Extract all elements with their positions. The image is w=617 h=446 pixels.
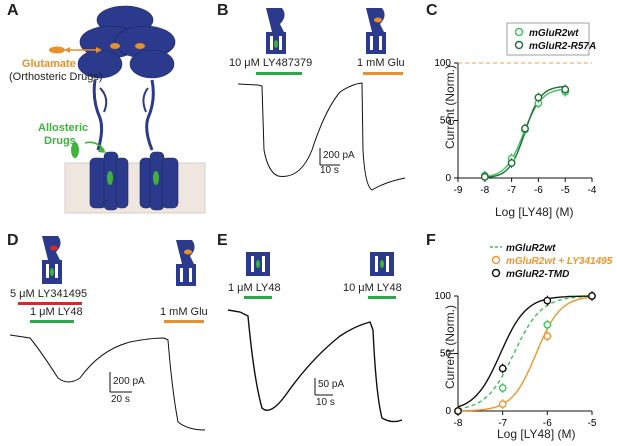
data-point [521,124,529,133]
x-tick-label: -5 [588,418,597,429]
receptor-cartoon-icon [366,8,386,54]
panel-label-c: C [426,2,438,19]
receptor-cartoon-icon [266,8,286,54]
receptor-cartoon-icon [176,240,196,286]
data-point [498,400,507,408]
legend-label: mGluR2-TMD [506,269,569,280]
data-point [588,292,596,300]
drug-bar-b-1 [256,72,302,75]
chart-f-ylabel: Current (Norm.) [443,304,458,390]
drug-label-e-2: 10 μM LY48 [343,282,402,294]
y-tick-label: 50 [440,349,452,360]
data-point [507,159,516,167]
legend-label: mGluR2wt + LY341495 [506,256,613,267]
panel-label-b: B [217,2,229,19]
legend-marker [491,255,501,265]
membrane-slab [64,162,206,214]
data-point [543,332,552,341]
allosteric-title-1: Allosteric [38,122,89,134]
scale-x-e: 10 s [316,397,335,408]
scale-y-e: 50 pA [318,379,345,390]
x-tick-label: -7 [498,418,507,429]
legend-marker [514,40,524,50]
drug-label-b-1: 10 μM LY487379 [229,57,313,69]
x-tick-label: -8 [454,418,463,429]
x-tick-label: -6 [543,418,552,429]
x-tick-label: -4 [588,185,597,196]
data-point [498,384,507,392]
legend-marker [491,268,501,278]
drug-bar-b-2 [363,72,403,75]
x-tick-label: -6 [534,185,543,196]
data-point [454,407,462,415]
data-point [561,85,570,94]
drug-bar-e-2 [368,296,396,299]
drug-label-e-1: 1 μM LY48 [228,282,281,294]
data-point [480,172,489,181]
x-tick-label: -7 [507,185,516,196]
glutamate-subtitle: (Orthosteric Drugs) [9,71,103,83]
x-tick-label: -9 [454,185,463,196]
legend-label: mGluR2wt [506,243,556,254]
fit-curve [458,296,593,412]
drug-bar-d-2 [30,320,74,323]
data-point [534,93,543,102]
legend-box [506,22,590,56]
fit-curve [457,295,593,410]
chart-f-xlabel: Log [LY48] (M) [497,427,576,441]
legend-label: mGluR2-R57A [529,41,596,52]
y-tick-label: 0 [445,406,451,417]
panel-label-f: F [426,232,436,249]
panel-label-a: A [7,2,19,19]
scale-x-b: 10 s [320,165,339,176]
scale-y-b: 200 pA [323,150,355,161]
legend-marker [514,27,524,37]
y-tick-label: 0 [445,173,451,184]
scale-y-d: 200 pA [113,376,145,387]
chart-c-xlabel: Log [LY48] (M) [495,205,574,219]
drug-label-d-2: 1 μM LY48 [30,306,83,318]
receptor-cartoon-icon [246,252,270,276]
x-tick-label: -8 [480,185,489,196]
glutamate-title: Glutamate [22,58,76,70]
data-point [498,364,507,373]
drug-label-d-1: 5 μM LY341495 [10,288,88,300]
drug-label-b-2: 1 mM Glu [357,57,405,69]
drug-bar-d-3 [164,320,204,323]
data-point [543,296,552,305]
panel-label-d: D [7,232,19,249]
allosteric-title-2: Drugs [44,135,76,147]
drug-bar-e-1 [244,296,272,299]
y-tick-label: 100 [434,291,451,302]
fit-curve [457,295,592,408]
glutamate-icon [49,46,65,54]
y-tick-label: 50 [440,116,452,127]
y-tick-label: 100 [434,58,451,69]
receptor-cartoon-icon [370,252,394,276]
data-point [543,320,552,329]
receptor-cartoon-icon [42,236,62,284]
allosteric-drug-icon [71,142,79,158]
scale-x-d: 20 s [111,394,130,405]
panel-label-e: E [217,232,228,249]
drug-label-d-3: 1 mM Glu [160,306,208,318]
legend-label: mGluR2wt [529,28,579,39]
x-tick-label: -5 [561,185,570,196]
drug-bar-d-1 [18,302,82,305]
